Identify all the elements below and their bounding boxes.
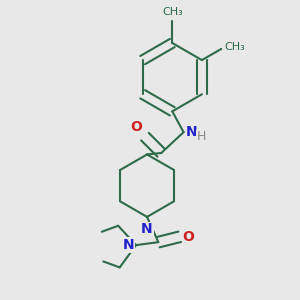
Text: O: O <box>131 120 142 134</box>
Text: N: N <box>141 222 153 236</box>
Text: N: N <box>186 125 197 139</box>
Text: CH₃: CH₃ <box>225 43 245 52</box>
Text: CH₃: CH₃ <box>162 7 183 17</box>
Text: O: O <box>183 230 195 244</box>
Text: N: N <box>123 238 134 252</box>
Text: H: H <box>197 130 206 143</box>
